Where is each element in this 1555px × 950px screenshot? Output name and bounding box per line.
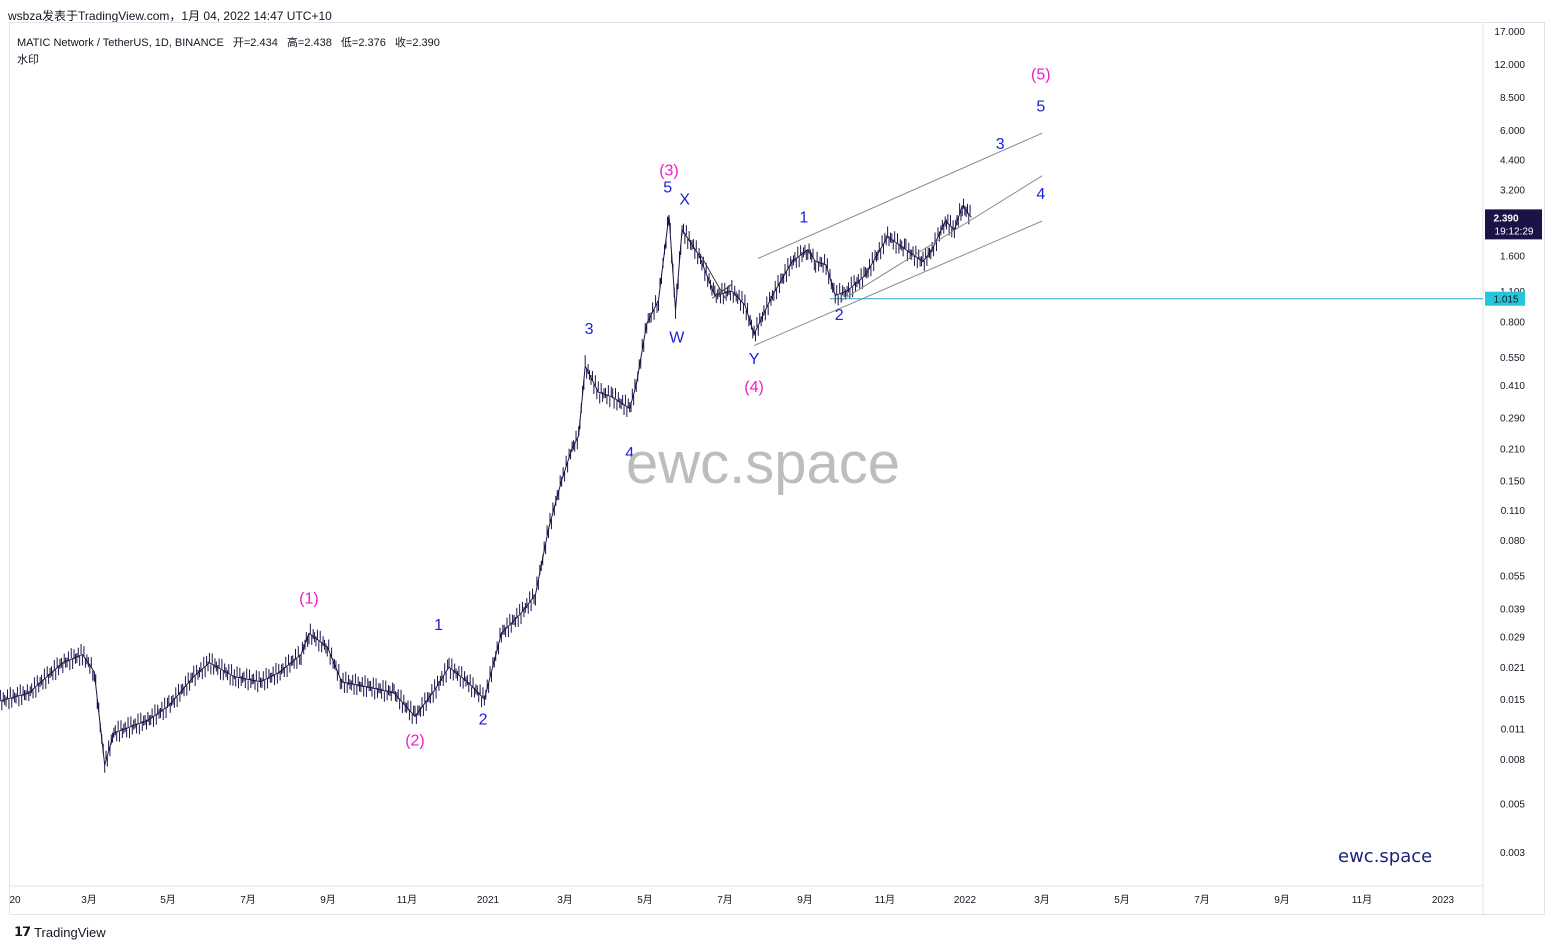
y-tick-label: 0.290 — [1500, 414, 1525, 425]
y-tick-label: 0.080 — [1500, 536, 1525, 547]
x-tick-label: 7月 — [717, 894, 733, 906]
x-tick-label: 11月 — [1352, 894, 1372, 906]
y-tick-label: 6.000 — [1500, 126, 1525, 137]
wave-label: 5 — [1036, 98, 1045, 115]
y-tick-label: 0.021 — [1500, 663, 1525, 674]
wave-label: 4 — [625, 445, 634, 462]
current-price-badge — [1485, 209, 1542, 240]
support-badge — [1485, 291, 1525, 306]
triangle-line[interactable] — [698, 252, 726, 299]
y-tick-label: 0.039 — [1500, 604, 1525, 615]
wave-label: 2 — [835, 307, 844, 324]
symbol-info: MATIC Network / TetherUS, 1D, BINANCE 开=… — [17, 34, 446, 50]
footer-brand[interactable]: 𝟭𝟳 TradingView — [14, 924, 106, 940]
wave-label: (1) — [299, 591, 319, 608]
x-tick-label: 7月 — [240, 894, 256, 906]
y-tick-label: 8.500 — [1500, 93, 1525, 104]
y-tick-label: 0.015 — [1500, 695, 1525, 706]
x-tick-label: 3月 — [557, 894, 573, 906]
triangle-line[interactable] — [711, 284, 733, 299]
y-tick-label: 4.400 — [1500, 155, 1525, 166]
support-badge-label: 1.015 — [1493, 295, 1518, 306]
wave-label: (2) — [405, 733, 425, 750]
big-watermark: ewc.space — [626, 431, 901, 496]
x-tick-label: 5月 — [637, 894, 653, 906]
x-tick-label: 2021 — [477, 895, 500, 906]
y-tick-label: 0.550 — [1500, 353, 1525, 364]
channel-line[interactable] — [757, 132, 1043, 259]
y-tick-label: 0.110 — [1501, 506, 1526, 517]
ohlc-open: 开=2.434 — [232, 37, 278, 49]
y-tick-label: 0.005 — [1500, 799, 1525, 810]
x-tick-label: 5月 — [1114, 894, 1130, 906]
x-tick-label: 11月 — [875, 894, 895, 906]
wave-label: W — [669, 330, 685, 347]
x-tick-label: 9月 — [320, 894, 336, 906]
countdown-label: 19:12:29 — [1495, 226, 1534, 237]
ohlc-high: 高=2.438 — [286, 37, 332, 49]
y-tick-label: 12.000 — [1494, 60, 1525, 71]
x-tick-label: 5月 — [160, 894, 176, 906]
x-tick-label: 3月 — [81, 894, 97, 906]
wave-label: (4) — [744, 379, 764, 396]
current-price-label: 2.390 — [1493, 213, 1518, 224]
y-tick-label: 1.600 — [1500, 251, 1525, 262]
wave-label: 4 — [1036, 186, 1045, 203]
watermark-label: 水印 — [17, 54, 39, 66]
y-tick-label: 17.000 — [1494, 27, 1525, 38]
y-tick-label: 0.008 — [1500, 755, 1525, 766]
y-tick-label: 0.055 — [1500, 572, 1525, 583]
wave-label: (3) — [659, 162, 679, 179]
x-tick-label: 9月 — [797, 894, 813, 906]
y-tick-label: 0.800 — [1500, 317, 1525, 328]
wave-label: 3 — [585, 321, 594, 338]
small-brand: ewc.space — [1338, 846, 1433, 867]
wave-label: 2 — [479, 711, 488, 728]
price-line — [0, 204, 972, 766]
publish-line: wsbza发表于TradingView.com，1月 04, 2022 14:4… — [8, 9, 332, 23]
wave-label: 3 — [996, 136, 1005, 153]
y-tick-label: 0.011 — [1501, 725, 1526, 736]
wave-label: (5) — [1031, 67, 1051, 84]
wave-label: 1 — [434, 617, 443, 634]
tradingview-logo-icon: 𝟭𝟳 — [14, 924, 31, 939]
x-tick-label: 11月 — [397, 894, 417, 906]
x-tick-label: 7月 — [1194, 894, 1210, 906]
y-tick-label: 0.150 — [1500, 476, 1525, 487]
x-tick-label: 3月 — [1034, 894, 1050, 906]
x-tick-label: 9月 — [1274, 894, 1290, 906]
y-tick-label: 3.200 — [1500, 186, 1525, 197]
y-tick-label: 0.029 — [1500, 632, 1525, 643]
x-tick-label: 2022 — [954, 895, 977, 906]
wave-label: X — [679, 192, 690, 209]
y-tick-label: 0.410 — [1500, 381, 1525, 392]
footer-brand-label: TradingView — [34, 924, 106, 940]
symbol-name[interactable]: MATIC Network / TetherUS, 1D, BINANCE — [17, 37, 224, 49]
channel-line[interactable] — [753, 220, 1043, 347]
channel-line[interactable] — [841, 175, 1043, 301]
wave-label: Y — [749, 351, 760, 368]
x-tick-label: 2023 — [1432, 895, 1455, 906]
ohlc-close: 收=2.390 — [394, 37, 440, 49]
y-tick-label: 0.210 — [1500, 444, 1525, 455]
chart-frame — [9, 22, 1545, 915]
ohlc-low: 低=2.376 — [340, 37, 386, 49]
wave-label: 5 — [663, 180, 672, 197]
y-tick-label: 0.003 — [1500, 848, 1525, 859]
wave-label: 1 — [799, 210, 808, 227]
x-tick-label: 20 — [9, 895, 21, 906]
